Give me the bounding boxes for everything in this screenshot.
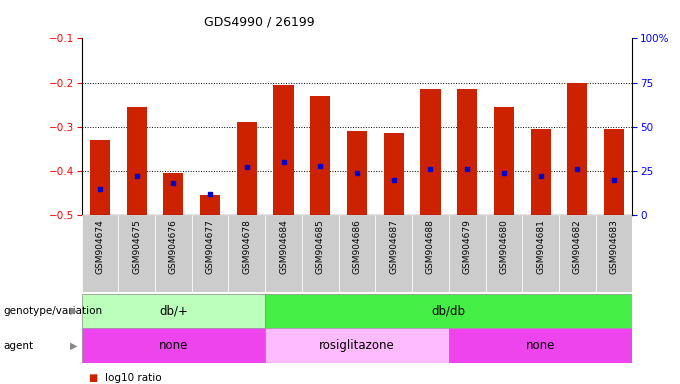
Text: db/+: db/+ xyxy=(159,305,188,318)
Bar xyxy=(486,215,522,292)
Bar xyxy=(412,215,449,292)
Bar xyxy=(449,215,486,292)
Text: GSM904675: GSM904675 xyxy=(132,219,141,274)
Bar xyxy=(339,215,375,292)
Bar xyxy=(200,195,220,215)
Bar xyxy=(126,107,147,215)
Text: GSM904679: GSM904679 xyxy=(462,219,472,274)
Bar xyxy=(494,107,514,215)
Text: log10 ratio: log10 ratio xyxy=(105,373,162,383)
Text: GSM904680: GSM904680 xyxy=(499,219,509,274)
Bar xyxy=(118,215,155,292)
Text: GDS4990 / 26199: GDS4990 / 26199 xyxy=(204,15,315,28)
Bar xyxy=(82,215,118,292)
Text: rosiglitazone: rosiglitazone xyxy=(319,339,395,352)
Text: GSM904676: GSM904676 xyxy=(169,219,178,274)
Bar xyxy=(265,294,632,328)
Bar xyxy=(384,133,404,215)
Text: GSM904685: GSM904685 xyxy=(316,219,325,274)
Text: GSM904674: GSM904674 xyxy=(95,219,105,274)
Text: GSM904682: GSM904682 xyxy=(573,219,582,274)
Text: GSM904684: GSM904684 xyxy=(279,219,288,274)
Bar xyxy=(192,215,228,292)
Bar xyxy=(265,215,302,292)
Bar xyxy=(265,328,449,363)
Bar xyxy=(82,294,265,328)
Bar xyxy=(155,215,192,292)
Text: genotype/variation: genotype/variation xyxy=(3,306,103,316)
Bar xyxy=(375,215,412,292)
Text: GSM904688: GSM904688 xyxy=(426,219,435,274)
Text: GSM904678: GSM904678 xyxy=(242,219,252,274)
Bar xyxy=(347,131,367,215)
Bar xyxy=(90,140,110,215)
Text: none: none xyxy=(526,339,556,352)
Text: GSM904677: GSM904677 xyxy=(205,219,215,274)
Bar xyxy=(457,89,477,215)
Text: agent: agent xyxy=(3,341,33,351)
Bar xyxy=(237,122,257,215)
Bar xyxy=(567,83,588,215)
Text: GSM904681: GSM904681 xyxy=(536,219,545,274)
Text: GSM904687: GSM904687 xyxy=(389,219,398,274)
Bar xyxy=(530,129,551,215)
Text: ■: ■ xyxy=(88,373,98,383)
Bar xyxy=(420,89,441,215)
Bar xyxy=(273,85,294,215)
Text: ▶: ▶ xyxy=(69,341,78,351)
Bar xyxy=(596,215,632,292)
Bar xyxy=(522,215,559,292)
Bar xyxy=(163,173,184,215)
Bar xyxy=(449,328,632,363)
Text: GSM904683: GSM904683 xyxy=(609,219,619,274)
Bar xyxy=(604,129,624,215)
Bar xyxy=(559,215,596,292)
Text: db/db: db/db xyxy=(432,305,466,318)
Text: ▶: ▶ xyxy=(69,306,78,316)
Text: none: none xyxy=(158,339,188,352)
Text: GSM904686: GSM904686 xyxy=(352,219,362,274)
Bar xyxy=(302,215,339,292)
Bar xyxy=(228,215,265,292)
Bar xyxy=(310,96,330,215)
Bar xyxy=(82,328,265,363)
